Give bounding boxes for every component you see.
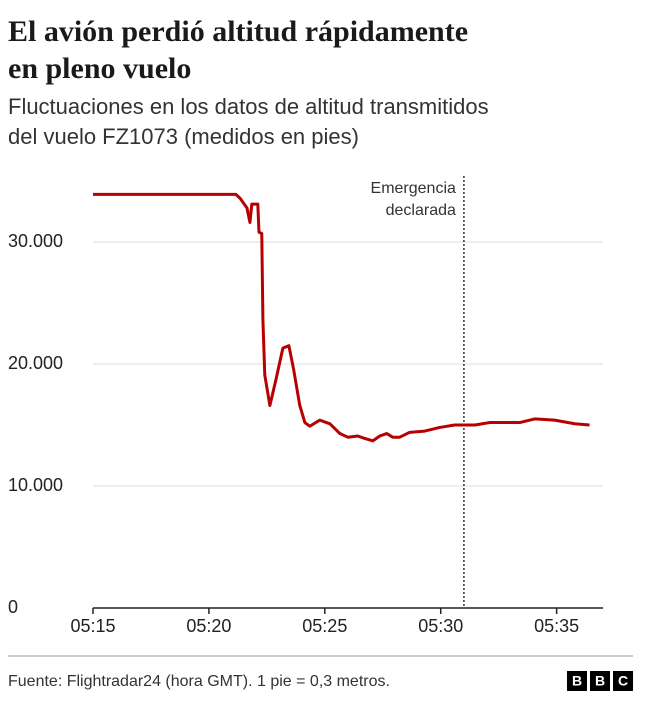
annotation-label: declarada bbox=[386, 202, 456, 219]
data-line bbox=[93, 192, 590, 443]
x-tick-label: 05:30 bbox=[418, 616, 463, 636]
logo-box bbox=[613, 671, 633, 691]
annotation-label: Emergencia bbox=[371, 180, 456, 197]
chart-subtitle: Fluctuaciones en los datos de altitud tr… bbox=[8, 94, 489, 119]
chart-subtitle: del vuelo FZ1073 (medidos en pies) bbox=[8, 124, 359, 149]
chart-title: El avión perdió altitud rápidamente bbox=[8, 15, 468, 48]
x-tick-label: 05:25 bbox=[302, 616, 347, 636]
x-tick-label: 05:20 bbox=[186, 616, 231, 636]
x-tick-label: 05:35 bbox=[534, 616, 579, 636]
y-tick-label: 10.000 bbox=[8, 475, 63, 495]
logo-box bbox=[590, 671, 610, 691]
logo-letter: C bbox=[618, 673, 628, 689]
logo-letter: B bbox=[595, 673, 605, 689]
logo-box bbox=[567, 671, 587, 691]
y-tick-label: 30.000 bbox=[8, 231, 63, 251]
logo-letter: B bbox=[572, 673, 582, 689]
x-tick-label: 05:15 bbox=[70, 616, 115, 636]
y-tick-label: 0 bbox=[8, 597, 18, 617]
source: Fuente: Flightradar24 (hora GMT). 1 pie … bbox=[8, 673, 390, 690]
y-tick-label: 20.000 bbox=[8, 353, 63, 373]
chart-title: en pleno vuelo bbox=[8, 52, 191, 85]
